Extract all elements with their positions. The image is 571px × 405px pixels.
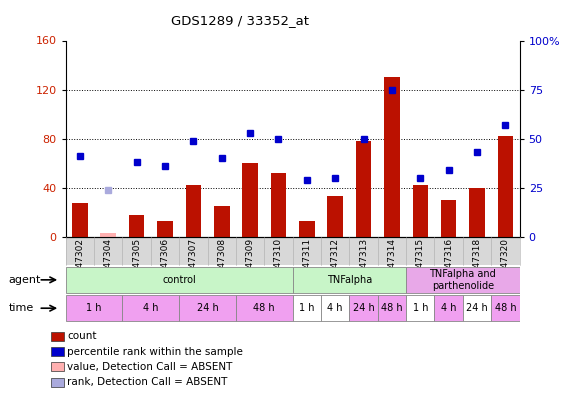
Text: GDS1289 / 33352_at: GDS1289 / 33352_at [171, 14, 309, 27]
Text: control: control [162, 275, 196, 285]
Bar [271, 173, 286, 237]
Bar [299, 221, 315, 237]
Text: count: count [67, 331, 97, 341]
Text: agent: agent [9, 275, 41, 285]
Bar [327, 196, 343, 237]
Text: value, Detection Call = ABSENT: value, Detection Call = ABSENT [67, 362, 233, 372]
Text: TNFalpha and
parthenolide: TNFalpha and parthenolide [429, 269, 496, 291]
Text: 1 h: 1 h [413, 303, 428, 313]
Text: 48 h: 48 h [494, 303, 516, 313]
Text: 24 h: 24 h [196, 303, 218, 313]
Bar [497, 136, 513, 237]
FancyBboxPatch shape [435, 295, 463, 322]
Text: 24 h: 24 h [353, 303, 375, 313]
Text: TNFalpha: TNFalpha [327, 275, 372, 285]
FancyBboxPatch shape [179, 295, 236, 322]
FancyBboxPatch shape [406, 266, 520, 293]
Text: percentile rank within the sample: percentile rank within the sample [67, 347, 243, 356]
FancyBboxPatch shape [378, 295, 406, 322]
Text: 24 h: 24 h [466, 303, 488, 313]
Bar [242, 163, 258, 237]
FancyBboxPatch shape [66, 295, 122, 322]
Bar [384, 77, 400, 237]
Bar [412, 185, 428, 237]
Bar [356, 141, 371, 237]
Text: 1 h: 1 h [86, 303, 102, 313]
Text: rank, Detection Call = ABSENT: rank, Detection Call = ABSENT [67, 377, 228, 387]
FancyBboxPatch shape [293, 295, 321, 322]
Bar [469, 188, 485, 237]
Text: 48 h: 48 h [381, 303, 403, 313]
Bar [157, 221, 173, 237]
Text: 1 h: 1 h [299, 303, 315, 313]
FancyBboxPatch shape [406, 295, 435, 322]
Text: time: time [9, 303, 34, 313]
FancyBboxPatch shape [293, 266, 406, 293]
Text: 4 h: 4 h [441, 303, 456, 313]
Bar [214, 206, 230, 237]
Text: 48 h: 48 h [254, 303, 275, 313]
FancyBboxPatch shape [321, 295, 349, 322]
Bar [186, 185, 201, 237]
FancyBboxPatch shape [491, 295, 520, 322]
FancyBboxPatch shape [236, 295, 293, 322]
Bar [129, 215, 144, 237]
Text: 4 h: 4 h [143, 303, 159, 313]
FancyBboxPatch shape [463, 295, 491, 322]
Text: 4 h: 4 h [327, 303, 343, 313]
FancyBboxPatch shape [66, 266, 293, 293]
Bar [441, 200, 456, 237]
FancyBboxPatch shape [122, 295, 179, 322]
Bar [100, 233, 116, 237]
Bar [72, 202, 88, 237]
FancyBboxPatch shape [349, 295, 378, 322]
